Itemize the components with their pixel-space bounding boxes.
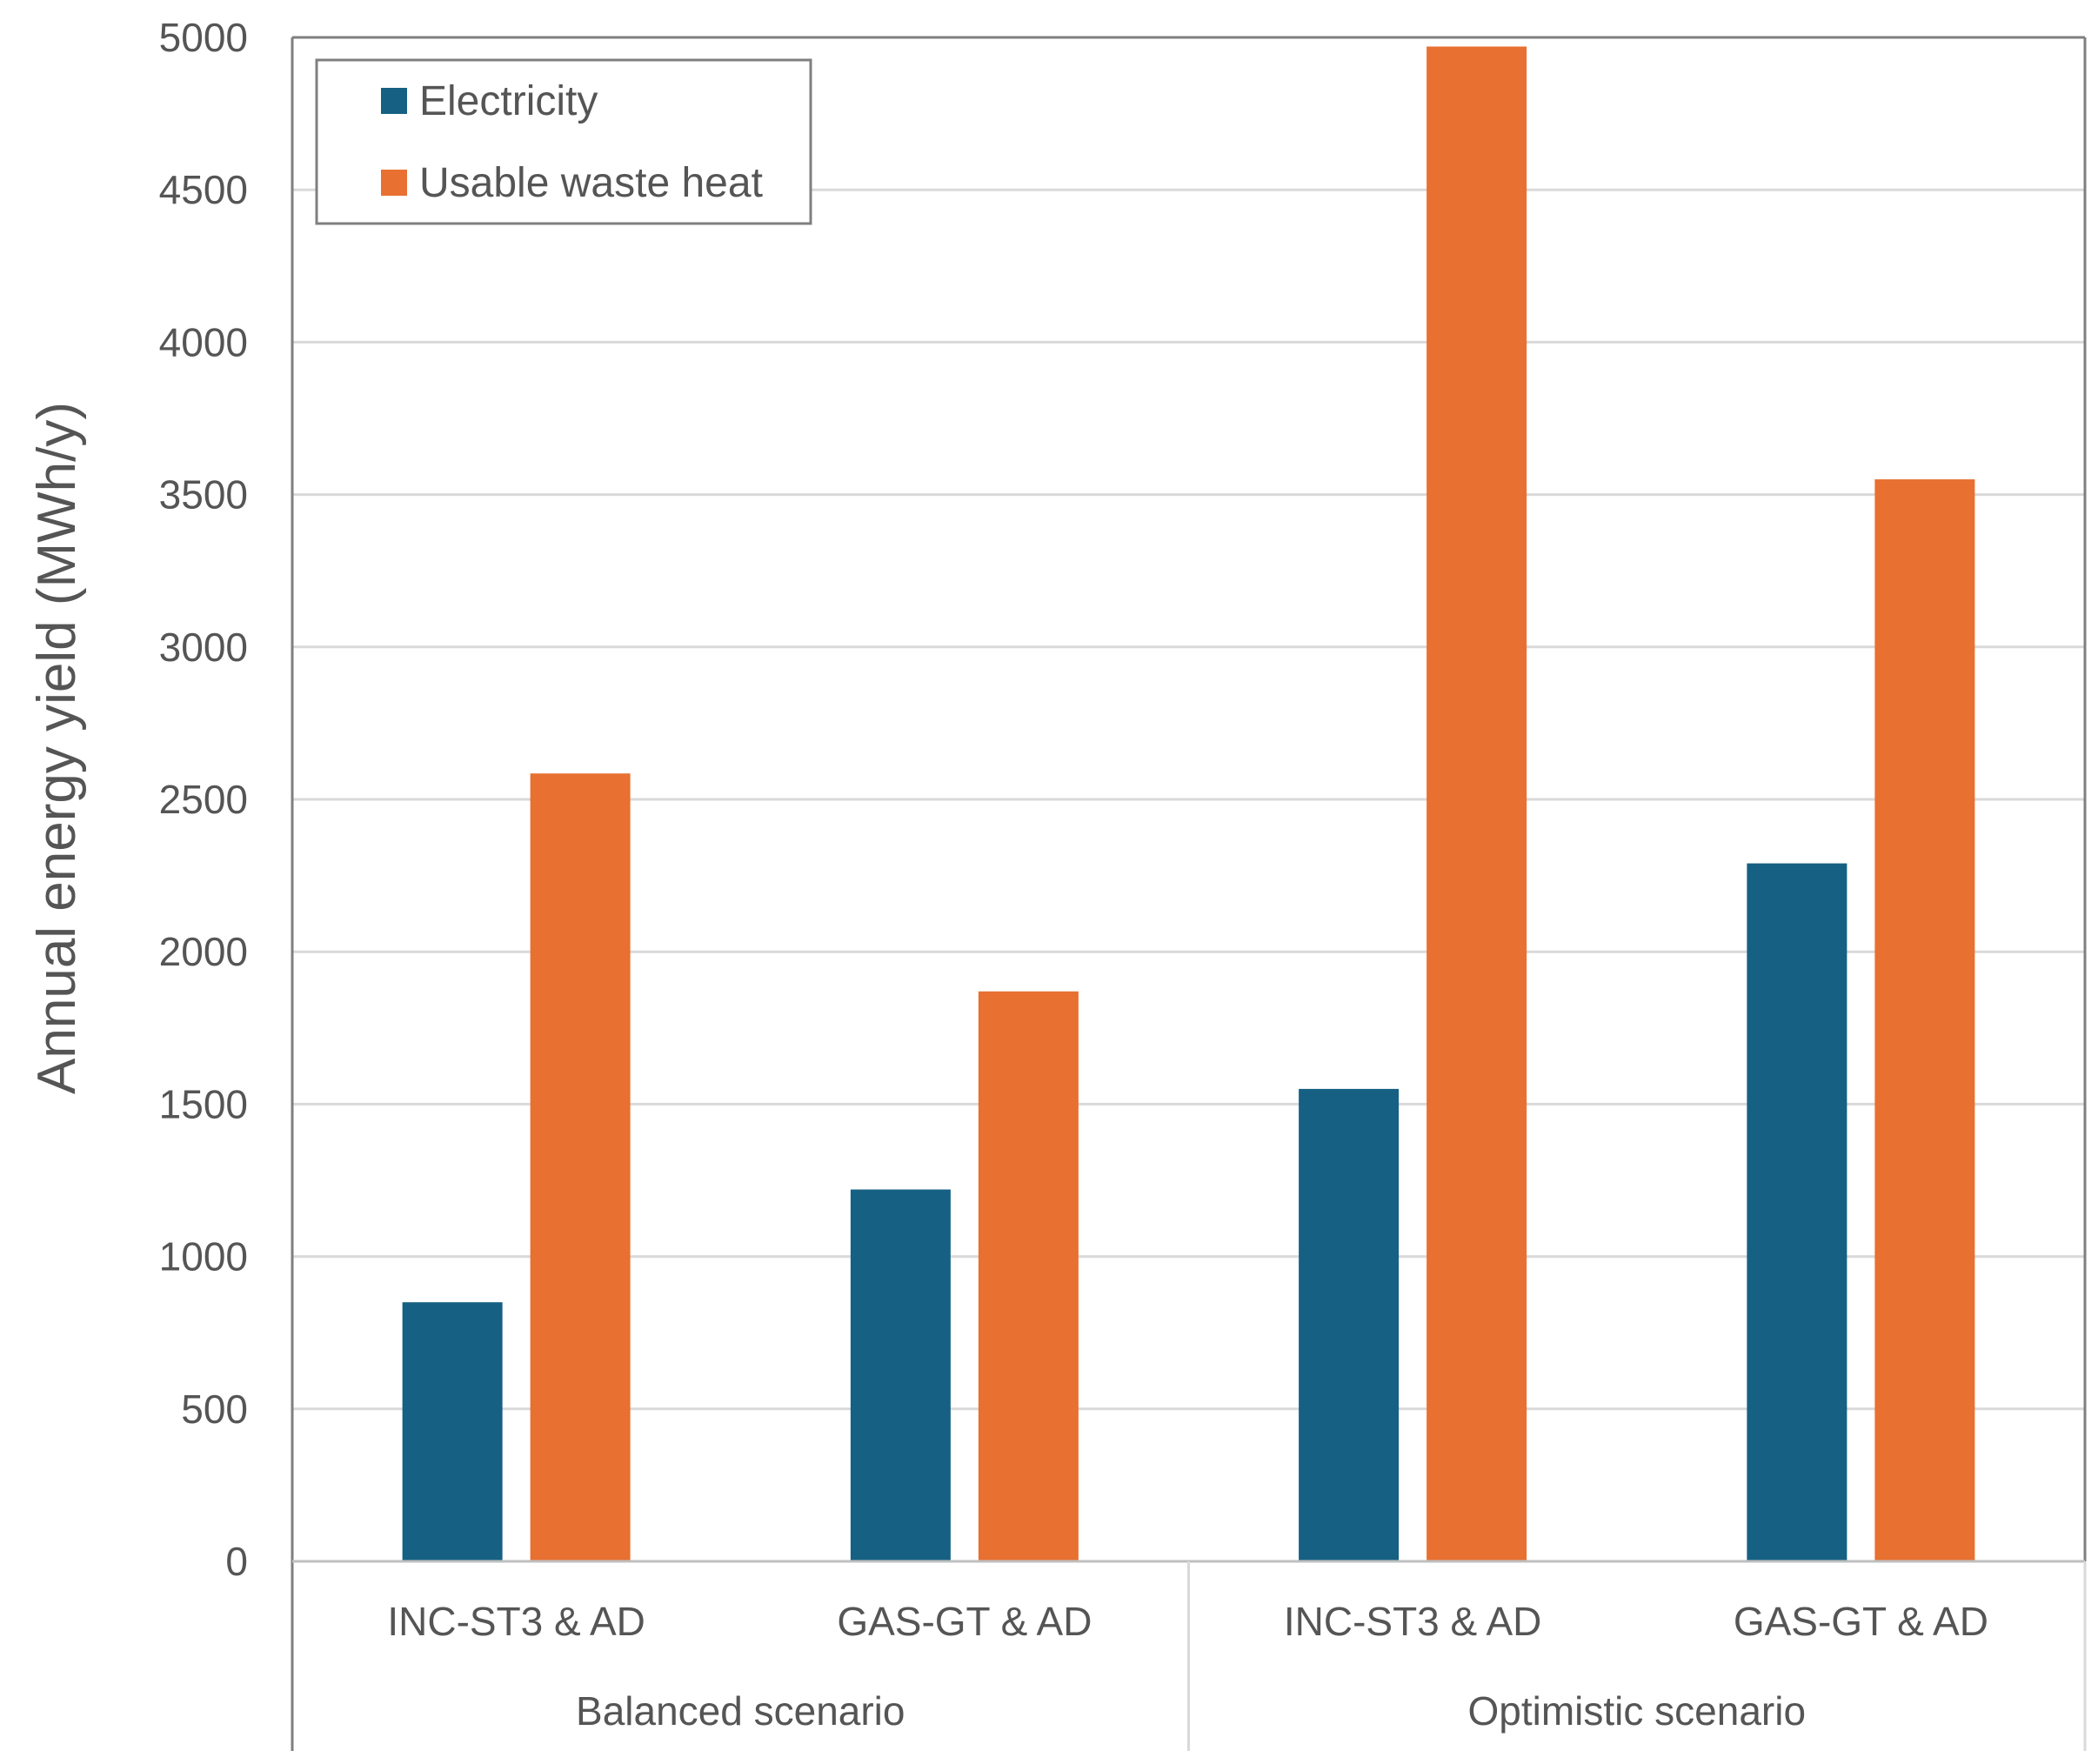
x-category-label-3: INC-ST3 & AD xyxy=(1284,1599,1542,1644)
y-tick-label-3000: 3000 xyxy=(159,625,248,670)
bars xyxy=(402,46,1975,1562)
legend-swatch-usable-waste-heat xyxy=(381,170,407,196)
bar-usable-waste-heat-2 xyxy=(978,991,1079,1561)
legend-box xyxy=(315,58,812,225)
y-tick-label-4000: 4000 xyxy=(159,319,248,364)
y-tick-label-2000: 2000 xyxy=(159,929,248,974)
y-axis-title: Annual energy yield (MWh/y) xyxy=(27,402,87,1094)
y-tick-label-1000: 1000 xyxy=(159,1234,248,1280)
legend-label-electricity: Electricity xyxy=(419,78,598,124)
axes xyxy=(291,36,2087,1751)
bar-electricity-3 xyxy=(1299,1088,1400,1561)
y-tick-label-2500: 2500 xyxy=(159,777,248,822)
bar-usable-waste-heat-3 xyxy=(1427,46,1527,1562)
legend: Electricity Usable waste heat xyxy=(315,58,812,225)
x-group-label-1: Balanced scenario xyxy=(576,1688,905,1734)
legend-swatch-electricity xyxy=(381,88,407,114)
y-tick-label-1500: 1500 xyxy=(159,1081,248,1126)
legend-label-usable-waste-heat: Usable waste heat xyxy=(419,160,763,206)
y-tick-label-0: 0 xyxy=(225,1539,248,1584)
x-group-label-2: Optimistic scenario xyxy=(1467,1688,1806,1734)
bar-electricity-4 xyxy=(1747,863,1847,1561)
bar-usable-waste-heat-1 xyxy=(530,773,631,1561)
bar-electricity-1 xyxy=(402,1302,503,1561)
y-tick-label-5000: 5000 xyxy=(159,15,248,60)
bar-electricity-2 xyxy=(850,1189,951,1561)
x-category-label-1: INC-ST3 & AD xyxy=(387,1599,645,1644)
y-tick-label-3500: 3500 xyxy=(159,472,248,518)
x-category-label-4: GAS-GT & AD xyxy=(1734,1599,1988,1644)
x-category-label-2: GAS-GT & AD xyxy=(837,1599,1092,1644)
axis-labels: 0 500 1000 1500 2000 2500 3000 3500 4000 4500 5000… xyxy=(159,15,1988,1734)
bar-usable-waste-heat-4 xyxy=(1874,479,1975,1561)
y-tick-label-4500: 4500 xyxy=(159,167,248,212)
y-tick-label-500: 500 xyxy=(181,1386,248,1432)
